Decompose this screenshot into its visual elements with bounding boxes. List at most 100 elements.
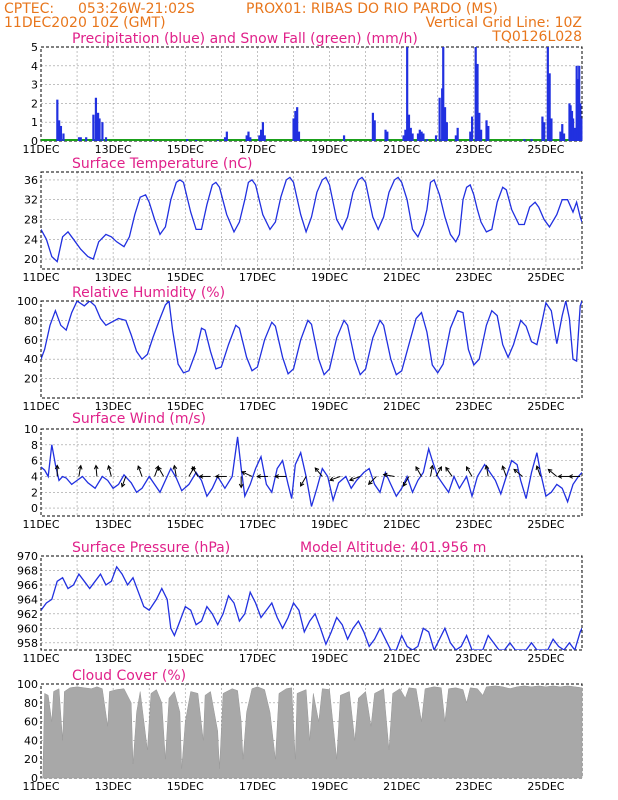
wind-arrow-shaft xyxy=(121,476,127,487)
ytick-label: 32 xyxy=(24,194,38,207)
xtick-label: 19DEC xyxy=(311,271,348,284)
ytick-label: 100 xyxy=(17,678,38,691)
wind-arrow-shaft xyxy=(445,467,453,477)
precip-bar xyxy=(469,131,472,141)
wind-arrow-head xyxy=(198,474,204,479)
wind-arrow-shaft xyxy=(548,469,558,477)
ytick-label: 970 xyxy=(17,550,38,563)
xtick-label: 13DEC xyxy=(95,652,132,665)
xtick-label: 17DEC xyxy=(239,518,276,531)
xtick-label: 13DEC xyxy=(95,518,132,531)
precip-bar xyxy=(77,137,81,141)
panel-title: Precipitation (blue) and Snow Fall (gree… xyxy=(72,31,418,47)
precip-bar xyxy=(85,137,88,141)
precip-bar xyxy=(297,131,301,141)
ytick-label: 40 xyxy=(24,734,38,747)
xtick-label: 15DEC xyxy=(167,780,204,793)
xtick-label: 11DEC xyxy=(22,652,59,665)
xtick-label: 17DEC xyxy=(239,143,276,156)
ytick-label: 4 xyxy=(31,470,38,483)
xtick-label: 25DEC xyxy=(527,400,564,413)
precip-bar xyxy=(101,122,104,141)
wind-arrow-head xyxy=(214,474,220,479)
precip-bar xyxy=(541,116,544,141)
header-run-date: 11DEC2020 10Z (GMT) xyxy=(4,15,166,31)
precip-bar xyxy=(434,135,438,141)
wind-arrow-shaft xyxy=(415,466,422,477)
precip-bar xyxy=(96,112,100,141)
ytick-label: 3 xyxy=(31,79,38,92)
precip-bar xyxy=(261,122,265,141)
precip-bar xyxy=(559,131,562,141)
precip-bar xyxy=(186,139,189,141)
precip-bar xyxy=(292,118,295,141)
wind-arrow-head xyxy=(382,472,388,478)
ytick-label: 8 xyxy=(31,439,38,452)
xtick-label: 13DEC xyxy=(95,400,132,413)
precip-bar xyxy=(296,107,299,141)
wind-arrow-shaft xyxy=(383,474,395,477)
precip-bar xyxy=(411,133,414,141)
xtick-label: 23DEC xyxy=(455,400,492,413)
wind-arrow-head xyxy=(191,466,197,471)
ytick-label: 960 xyxy=(17,622,38,635)
precip-bar xyxy=(445,122,448,141)
panel-title: Cloud Cover (%) xyxy=(72,668,186,684)
wind-arrow-shaft xyxy=(314,467,323,477)
xtick-label: 19DEC xyxy=(311,400,348,413)
xtick-label: 15DEC xyxy=(167,518,204,531)
xtick-label: 13DEC xyxy=(95,780,132,793)
ytick-label: 2 xyxy=(31,486,38,499)
ytick-label: 28 xyxy=(24,214,38,227)
plot-frame xyxy=(40,428,583,517)
panel-annotation: Model Altitude: 401.956 m xyxy=(300,540,486,556)
wind-arrow-head xyxy=(348,476,354,482)
xtick-label: 11DEC xyxy=(22,780,59,793)
wind-arrow-head xyxy=(415,466,420,471)
wind-arrow-head xyxy=(256,474,261,479)
precip-bar xyxy=(548,73,551,141)
precip-bar xyxy=(94,97,98,141)
wind-arrow-head xyxy=(557,474,563,479)
xtick-label: 23DEC xyxy=(455,518,492,531)
xtick-label: 15DEC xyxy=(167,400,204,413)
header-vertical-grid: Vertical Grid Line: 10Z xyxy=(426,15,582,31)
ytick-label: 0 xyxy=(31,772,38,785)
header-model-id: TQ0126L028 xyxy=(491,29,582,45)
ytick-label: 0 xyxy=(31,502,38,515)
precip-bar xyxy=(245,135,248,141)
precip-bar xyxy=(543,122,546,141)
ytick-label: 968 xyxy=(17,564,38,577)
wind-arrow-shaft xyxy=(191,466,199,477)
precip-bar xyxy=(386,131,389,141)
precip-bar xyxy=(384,129,387,141)
precip-bar xyxy=(562,133,566,141)
precip-bar xyxy=(56,99,59,141)
wind-arrow-head xyxy=(402,481,408,487)
xtick-label: 13DEC xyxy=(95,271,132,284)
xtick-label: 11DEC xyxy=(22,143,59,156)
precip-bar xyxy=(443,107,447,141)
wind-arrow-head xyxy=(535,465,541,471)
wind-arrow-head xyxy=(238,483,244,489)
panel-title: Relative Humidity (%) xyxy=(72,285,225,301)
precip-bar xyxy=(523,139,526,141)
precip-bar xyxy=(402,135,405,141)
ytick-label: 100 xyxy=(17,295,38,308)
ytick-label: 20 xyxy=(24,253,38,266)
ytick-label: 24 xyxy=(24,233,38,246)
wind-arrow-shaft xyxy=(157,466,165,477)
temp-series-line xyxy=(41,176,582,263)
xtick-label: 19DEC xyxy=(311,652,348,665)
xtick-label: 25DEC xyxy=(527,271,564,284)
precip-bar xyxy=(404,129,407,141)
xtick-label: 25DEC xyxy=(527,143,564,156)
precip-bar xyxy=(249,137,252,141)
wind-arrow-head xyxy=(137,465,142,471)
precip-bar xyxy=(371,112,375,141)
wind-arrow-shaft xyxy=(466,466,473,477)
precip-bar xyxy=(530,139,533,141)
wind-arrow-head xyxy=(93,464,99,470)
panel-wind: 0 2 4 6 8 10 11DEC 13DEC 15DEC 17DEC 19DEC 21DEC 23D… xyxy=(22,411,583,531)
header-coords: 053:26W-21:02S xyxy=(78,1,195,17)
